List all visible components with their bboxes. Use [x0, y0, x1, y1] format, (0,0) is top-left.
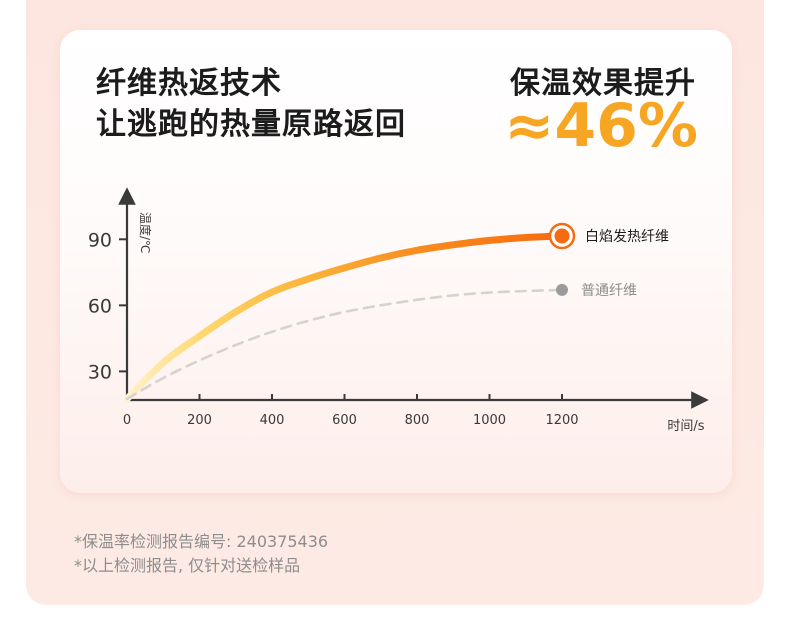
- x-axis-label: 时间/s: [667, 419, 704, 434]
- chart-ticks: 0 200 400 600 800 1000 1200 30 60 90: [88, 229, 579, 428]
- x-tick-label: 200: [187, 413, 212, 428]
- x-tick-label: 1200: [545, 413, 578, 428]
- headline-line-1: 纤维热返技术: [96, 66, 282, 101]
- x-tick-label: 1000: [473, 413, 506, 428]
- footnote-disclaimer: *以上检测报告, 仅针对送检样品: [74, 556, 301, 575]
- chart-axes: [118, 187, 709, 409]
- y-axis-label: 温度/℃: [138, 212, 153, 254]
- y-tick-label: 30: [88, 361, 112, 383]
- series-end-marker-normal-fiber: [556, 283, 568, 296]
- chart-card: [60, 30, 732, 493]
- x-tick-label: 0: [123, 413, 131, 428]
- y-tick-label: 60: [88, 295, 112, 317]
- y-tick-label: 90: [88, 229, 112, 251]
- chart-series: [123, 222, 576, 403]
- headline-line-2: 让逃跑的热量原路返回: [96, 107, 406, 142]
- kpi-label: 保温效果提升: [510, 66, 696, 101]
- series-line-normal-fiber: [125, 288, 564, 401]
- x-tick-label: 600: [332, 413, 357, 428]
- footnote-report-number: *保温率检测报告编号: 240375436: [74, 532, 329, 551]
- series-line-heat-fiber: [123, 232, 566, 403]
- series-end-marker-heat-fiber: [554, 228, 570, 244]
- series-label-heat-fiber: 白焰发热纤维: [585, 229, 669, 245]
- x-tick-label: 400: [260, 413, 285, 428]
- x-tick-label: 800: [405, 413, 430, 428]
- series-label-normal-fiber: 普通纤维: [581, 283, 637, 299]
- kpi-value: ≈46%: [504, 91, 698, 161]
